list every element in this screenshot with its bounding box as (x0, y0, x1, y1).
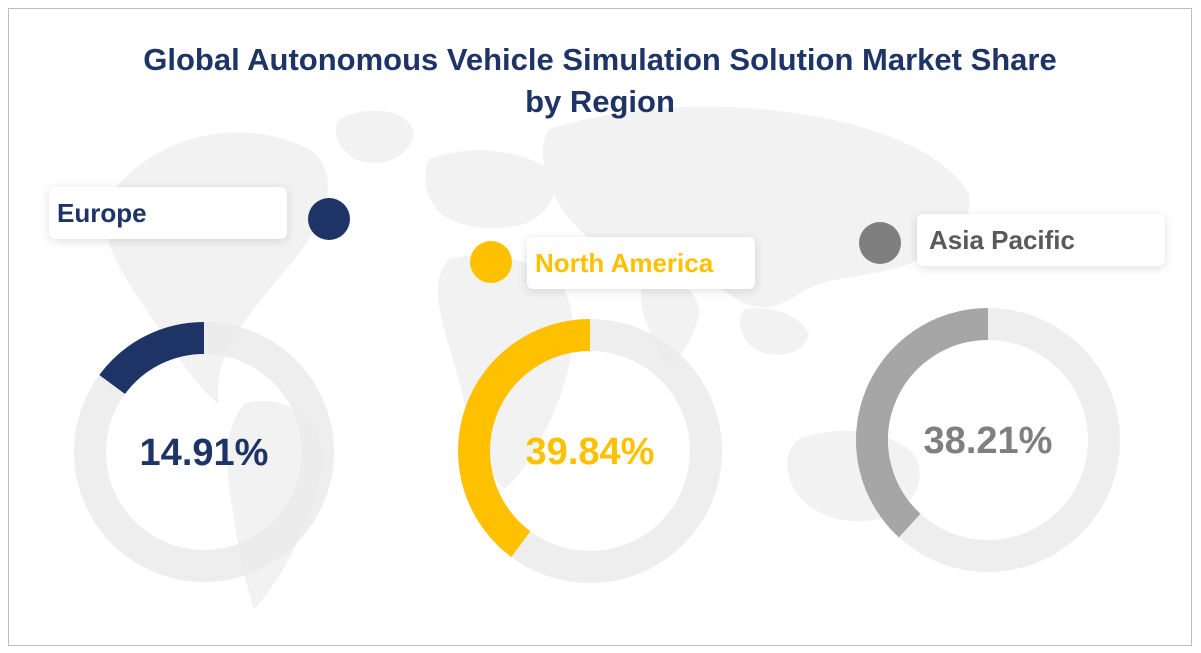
map-india (640, 278, 699, 369)
legend-text-europe: Europe (57, 197, 147, 228)
donut-arc-europe (99, 322, 205, 395)
donut-arc-north-america (458, 319, 591, 557)
legend-label-north-america: North America (527, 237, 755, 289)
value-label-asia-pacific: 38.21% (924, 420, 1053, 462)
chart-title: Global Autonomous Vehicle Simulation Sol… (9, 39, 1191, 123)
value-label-europe: 14.91% (140, 432, 269, 474)
map-greenland (335, 110, 414, 163)
title-line-1: Global Autonomous Vehicle Simulation Sol… (143, 42, 1057, 77)
legend-dot-asia-pacific (859, 222, 901, 264)
donut-charts: 14.91% 39.84% 38.21% (74, 308, 1120, 583)
donut-arc-asia-pacific (856, 308, 989, 538)
map-europe (425, 150, 555, 229)
legend-dot-europe (308, 198, 350, 240)
legend-dot-north-america (470, 241, 512, 283)
legend-text-north-america: North America (535, 247, 714, 278)
title-line-2: by Region (525, 84, 675, 119)
map-southeast-asia (739, 307, 809, 355)
legend-label-europe: Europe (49, 187, 287, 239)
chart-frame: Global Autonomous Vehicle Simulation Sol… (8, 8, 1192, 646)
legend-label-asia-pacific: Asia Pacific (917, 214, 1165, 266)
value-label-north-america: 39.84% (526, 431, 655, 473)
legend-text-asia-pacific: Asia Pacific (929, 224, 1075, 255)
